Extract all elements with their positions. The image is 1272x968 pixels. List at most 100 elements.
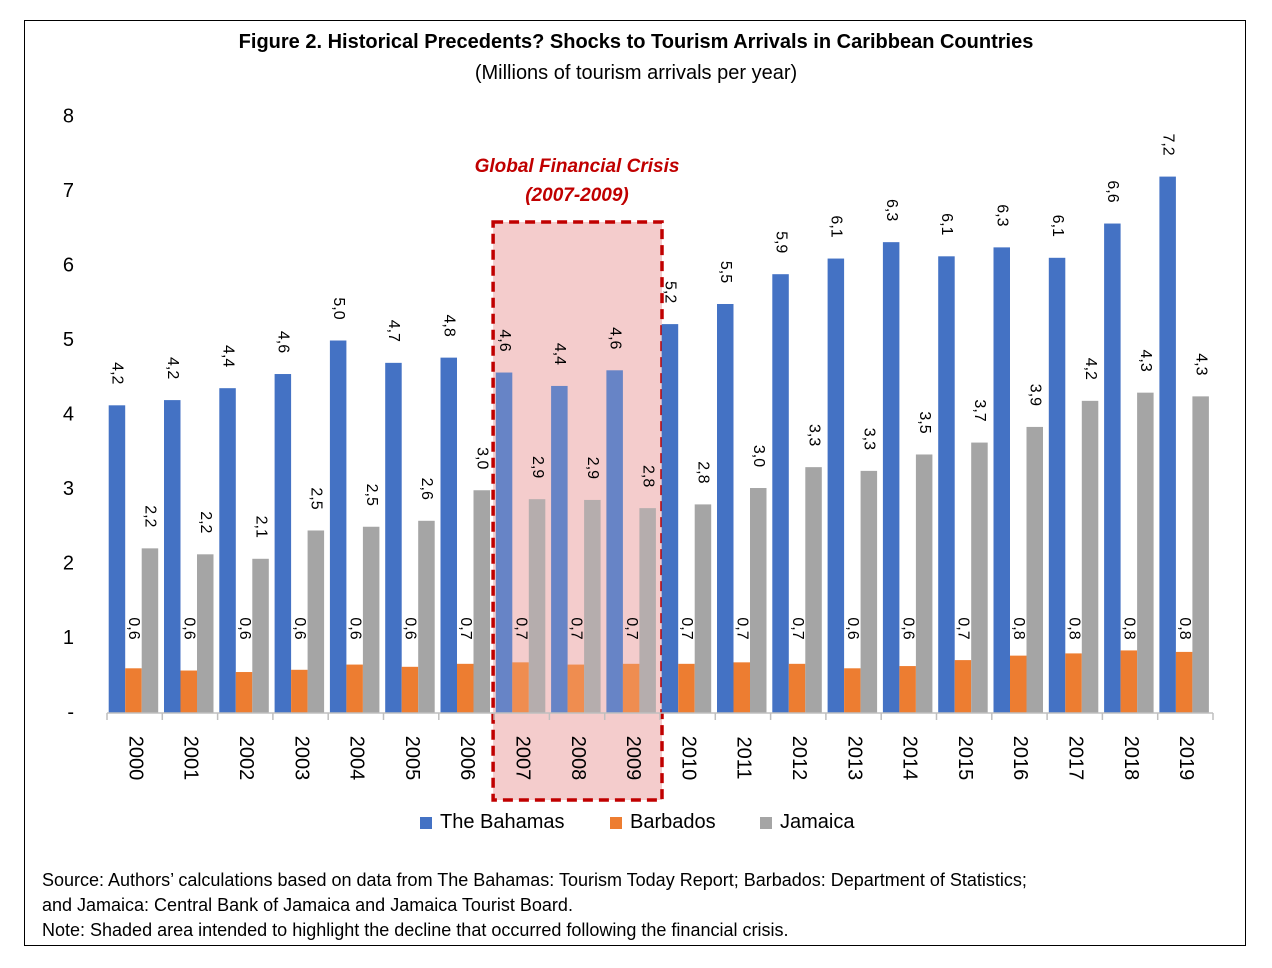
bar-the-bahamas-2003 [274, 374, 292, 713]
data-label: 4,4 [551, 343, 568, 365]
legend-swatch-bahamas [420, 816, 432, 829]
data-label: 0,6 [844, 617, 861, 639]
x-tick-label: 2013 [843, 736, 865, 781]
data-label: 2,9 [529, 456, 546, 478]
data-label: 4,6 [606, 327, 623, 349]
data-label: 0,7 [512, 617, 529, 639]
bar-the-bahamas-2019 [1159, 176, 1176, 714]
bar-barbados-2019 [1175, 651, 1193, 713]
bar-barbados-2018 [1120, 650, 1138, 713]
bar-barbados-2012 [788, 663, 806, 713]
x-tick-label: 2005 [401, 736, 423, 781]
x-tick-label: 2010 [677, 736, 699, 781]
bar-barbados-2016 [1010, 655, 1027, 713]
data-label: 0,8 [1010, 617, 1027, 639]
bar-the-bahamas-2007 [495, 372, 513, 713]
figure-frame [24, 20, 1246, 946]
data-label: 0,7 [568, 617, 585, 639]
data-label: 5,2 [662, 281, 679, 303]
legend-label-barbados: Barbados [630, 811, 716, 833]
data-label: 4,2 [109, 362, 126, 384]
data-label: 2,2 [197, 511, 214, 533]
x-tick-label: 2004 [346, 736, 368, 781]
data-label: 3,3 [805, 424, 822, 446]
bar-jamaica-2016 [1026, 426, 1043, 713]
y-tick-label: 4 [63, 403, 74, 425]
data-label: 0,8 [1065, 617, 1082, 639]
data-label: 6,1 [1049, 215, 1066, 237]
bar-jamaica-2010 [694, 504, 712, 713]
data-label: 0,7 [457, 617, 474, 639]
bar-jamaica-2004 [362, 526, 380, 713]
legend-swatch-jamaica [760, 816, 772, 829]
x-tick-label: 2016 [1009, 736, 1031, 781]
bar-jamaica-2019 [1192, 396, 1209, 713]
data-label: 2,1 [252, 516, 269, 538]
data-label: 4,7 [385, 320, 402, 342]
y-tick-label: 1 [63, 627, 74, 649]
data-label: 4,4 [219, 345, 236, 367]
legend-item-barbados: Barbados [610, 811, 716, 834]
bar-the-bahamas-2002 [219, 388, 236, 713]
bar-the-bahamas-2000 [108, 405, 126, 713]
data-label: 2,5 [363, 484, 380, 506]
data-label: 6,1 [828, 215, 845, 237]
x-tick-label: 2011 [733, 736, 755, 779]
bar-barbados-2010 [678, 663, 695, 713]
note-line: Note: Shaded area intended to highlight … [42, 920, 789, 940]
x-tick-label: 2012 [788, 736, 810, 781]
bar-jamaica-2008 [584, 499, 601, 713]
x-tick-label: 2014 [899, 736, 921, 781]
bar-the-bahamas-2012 [772, 274, 789, 713]
data-label: 0,6 [181, 617, 198, 639]
bar-jamaica-2014 [915, 454, 933, 713]
bar-the-bahamas-2015 [938, 256, 955, 713]
x-tick-label: 2017 [1064, 736, 1086, 781]
data-label: 6,3 [883, 199, 900, 221]
data-label: 6,3 [994, 204, 1011, 226]
bar-the-bahamas-2008 [551, 385, 568, 713]
bar-jamaica-2002 [252, 558, 269, 713]
bar-barbados-2002 [235, 672, 253, 713]
y-tick-label: 5 [63, 329, 74, 351]
x-tick-label: 2000 [124, 736, 146, 781]
data-label: 0,6 [346, 617, 363, 639]
data-label: 4,6 [275, 331, 292, 353]
data-label: 5,5 [717, 261, 734, 283]
x-tick-label: 2018 [1120, 736, 1142, 781]
legend-label-bahamas: The Bahamas [440, 811, 565, 833]
data-label: 6,1 [938, 213, 955, 235]
x-tick-label: 2008 [567, 736, 589, 781]
bar-the-bahamas-2001 [164, 400, 181, 713]
data-label: 2,9 [584, 457, 601, 479]
data-label: 5,0 [330, 297, 347, 319]
bar-jamaica-2005 [418, 520, 435, 713]
bar-jamaica-2006 [473, 490, 490, 713]
legend-item-bahamas: The Bahamas [420, 811, 565, 834]
y-tick-label: 8 [63, 105, 74, 127]
chart-title: Figure 2. Historical Precedents? Shocks … [238, 31, 1034, 53]
data-label: 0,6 [899, 617, 916, 639]
bar-the-bahamas-2018 [1104, 223, 1121, 713]
data-label: 2,8 [695, 461, 712, 483]
y-tick-label: 2 [63, 552, 74, 574]
data-label: 0,8 [1121, 617, 1138, 639]
bar-the-bahamas-2006 [440, 357, 457, 713]
data-label: 4,6 [496, 329, 513, 351]
data-label: 3,0 [750, 445, 767, 467]
chart-subtitle: (Millions of tourism arrivals per year) [474, 62, 798, 84]
x-tick-label: 2015 [954, 736, 976, 781]
bar-barbados-2015 [954, 660, 972, 713]
x-tick-label: 2006 [456, 736, 478, 781]
bar-the-bahamas-2004 [329, 340, 347, 713]
bar-the-bahamas-2010 [661, 324, 679, 713]
bar-the-bahamas-2005 [385, 362, 402, 713]
data-label: 3,5 [916, 411, 933, 433]
x-tick-label: 2003 [290, 736, 312, 781]
annotation-title: Global Financial Crisis [475, 156, 680, 177]
data-label: 0,7 [789, 617, 806, 639]
bar-jamaica-2007 [528, 499, 546, 713]
bar-barbados-2005 [401, 666, 419, 713]
data-label: 3,3 [861, 428, 878, 450]
x-tick-label: 2002 [235, 736, 257, 781]
